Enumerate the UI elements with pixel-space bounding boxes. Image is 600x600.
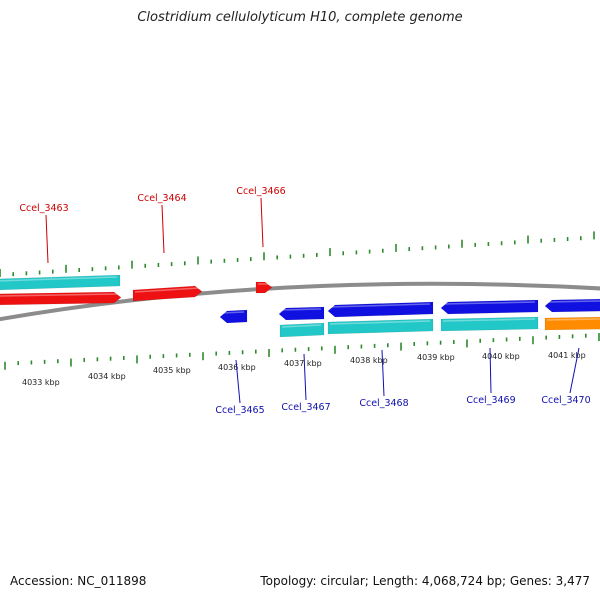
gene-label-leader <box>161 204 165 254</box>
scale-label: 4038 kbp <box>350 356 388 365</box>
cds-reverse <box>278 306 325 321</box>
scale-label: 4039 kbp <box>417 353 455 362</box>
gene-label-leader <box>569 347 580 394</box>
gene-label: Ccel_3465 <box>215 405 264 416</box>
gene-label: Ccel_3468 <box>359 398 408 409</box>
scale-label: 4034 kbp <box>88 372 126 381</box>
scale-label: 4035 kbp <box>153 366 191 375</box>
outer-tick-track <box>0 231 595 277</box>
scale-label: 4037 kbp <box>284 359 322 368</box>
gene-label: Ccel_3470 <box>541 395 590 406</box>
cds-forward <box>255 281 273 294</box>
gene-label: Ccel_3463 <box>19 203 68 214</box>
gene-label-leader <box>260 197 264 248</box>
scale-label: 4033 kbp <box>22 378 60 387</box>
inner-tick-track <box>4 333 600 370</box>
cds-reverse <box>219 309 248 324</box>
cds-reverse <box>544 298 600 313</box>
feature-cyan <box>327 318 434 335</box>
gene-label-leader <box>303 353 307 401</box>
feature-track <box>0 274 600 338</box>
feature-cyan <box>440 316 539 332</box>
scale-label: 4041 kbp <box>548 351 586 360</box>
cds-forward <box>0 291 122 306</box>
cds-forward <box>132 285 203 302</box>
gene-label-leader <box>45 214 49 264</box>
forward-gene-labels: Ccel_3463 Ccel_3464 Ccel_3466 <box>19 186 286 264</box>
gene-label: Ccel_3467 <box>281 402 330 413</box>
cds-reverse <box>440 299 539 315</box>
gene-label-leader <box>381 349 385 397</box>
gene-label-leader <box>489 347 492 394</box>
cds-reverse <box>327 301 434 318</box>
gene-label: Ccel_3464 <box>137 193 186 204</box>
genome-summary-text: Topology: circular; Length: 4,068,724 bp… <box>260 574 590 588</box>
feature-cyan <box>279 322 325 338</box>
genome-title: Clostridium cellulolyticum H10, complete… <box>137 10 463 25</box>
feature-orange <box>544 316 600 331</box>
gene-label-leader <box>235 359 241 404</box>
scale-label: 4040 kbp <box>482 352 520 361</box>
gene-label: Ccel_3466 <box>236 186 285 197</box>
reverse-gene-labels: Ccel_3465 Ccel_3467 Ccel_3468 Ccel_3469 Ccel… <box>215 347 591 416</box>
accession-text: Accession: NC_011898 <box>10 574 147 588</box>
gene-label: Ccel_3469 <box>466 395 515 406</box>
feature-cyan <box>0 274 121 291</box>
genome-backbone <box>0 281 600 322</box>
